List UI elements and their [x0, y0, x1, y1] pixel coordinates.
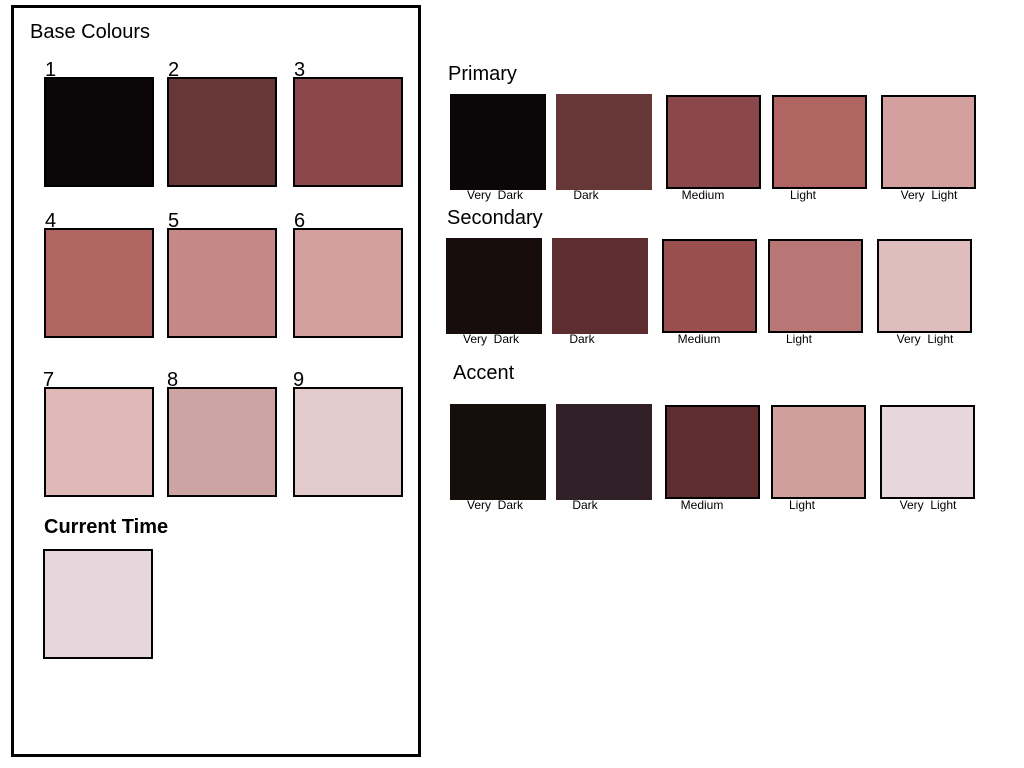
accent-caption-dark: Dark [572, 498, 598, 512]
accent-swatch-very-light[interactable] [880, 405, 975, 499]
secondary-swatch-very-light[interactable] [877, 239, 972, 333]
base-colours-title: Base Colours [30, 21, 151, 43]
base-swatch-3[interactable] [293, 77, 403, 187]
primary-caption-light: Light [789, 188, 817, 202]
accent-swatch-medium[interactable] [665, 405, 760, 499]
primary-title: Primary [448, 63, 517, 85]
primary-caption-very-dark: Very Dark [466, 188, 523, 202]
base-swatch-5[interactable] [167, 228, 277, 338]
swatch-number-2: 2 [168, 59, 180, 81]
primary-swatch-very-dark[interactable] [450, 94, 546, 190]
swatch-number-4: 4 [45, 210, 57, 232]
base-swatch-9[interactable] [293, 387, 403, 497]
primary-caption-dark: Dark [573, 188, 599, 202]
secondary-title: Secondary [447, 207, 543, 229]
secondary-caption-dark: Dark [569, 332, 595, 346]
swatch-number-9: 9 [293, 369, 305, 391]
accent-swatch-light[interactable] [771, 405, 866, 499]
secondary-caption-light: Light [785, 332, 813, 346]
swatch-number-8: 8 [167, 369, 179, 391]
accent-caption-light: Light [788, 498, 816, 512]
secondary-caption-very-dark: Very Dark [462, 332, 519, 346]
accent-caption-medium: Medium [680, 498, 724, 512]
primary-swatch-light[interactable] [772, 95, 867, 189]
base-swatch-1[interactable] [44, 77, 154, 187]
base-swatch-2[interactable] [167, 77, 277, 187]
swatch-number-7: 7 [43, 369, 55, 391]
accent-swatch-very-dark[interactable] [450, 404, 546, 500]
secondary-caption-very-light: Very Light [896, 332, 954, 346]
base-swatch-8[interactable] [167, 387, 277, 497]
accent-caption-very-dark: Very Dark [466, 498, 523, 512]
accent-caption-very-light: Very Light [899, 498, 957, 512]
accent-title: Accent [453, 362, 515, 384]
primary-swatch-medium[interactable] [666, 95, 761, 189]
swatch-number-6: 6 [294, 210, 306, 232]
swatch-number-3: 3 [294, 59, 306, 81]
swatch-number-5: 5 [168, 210, 180, 232]
base-colours-panel [11, 5, 421, 757]
current-time-title: Current Time [44, 516, 169, 538]
primary-caption-very-light: Very Light [900, 188, 958, 202]
primary-swatch-dark[interactable] [556, 94, 652, 190]
base-swatch-6[interactable] [293, 228, 403, 338]
accent-swatch-dark[interactable] [556, 404, 652, 500]
current-time-swatch[interactable] [43, 549, 153, 659]
secondary-swatch-medium[interactable] [662, 239, 757, 333]
secondary-caption-medium: Medium [677, 332, 721, 346]
secondary-swatch-light[interactable] [768, 239, 863, 333]
swatch-number-1: 1 [45, 59, 57, 81]
secondary-swatch-dark[interactable] [552, 238, 648, 334]
primary-swatch-very-light[interactable] [881, 95, 976, 189]
primary-caption-medium: Medium [681, 188, 725, 202]
base-swatch-4[interactable] [44, 228, 154, 338]
secondary-swatch-very-dark[interactable] [446, 238, 542, 334]
base-swatch-7[interactable] [44, 387, 154, 497]
